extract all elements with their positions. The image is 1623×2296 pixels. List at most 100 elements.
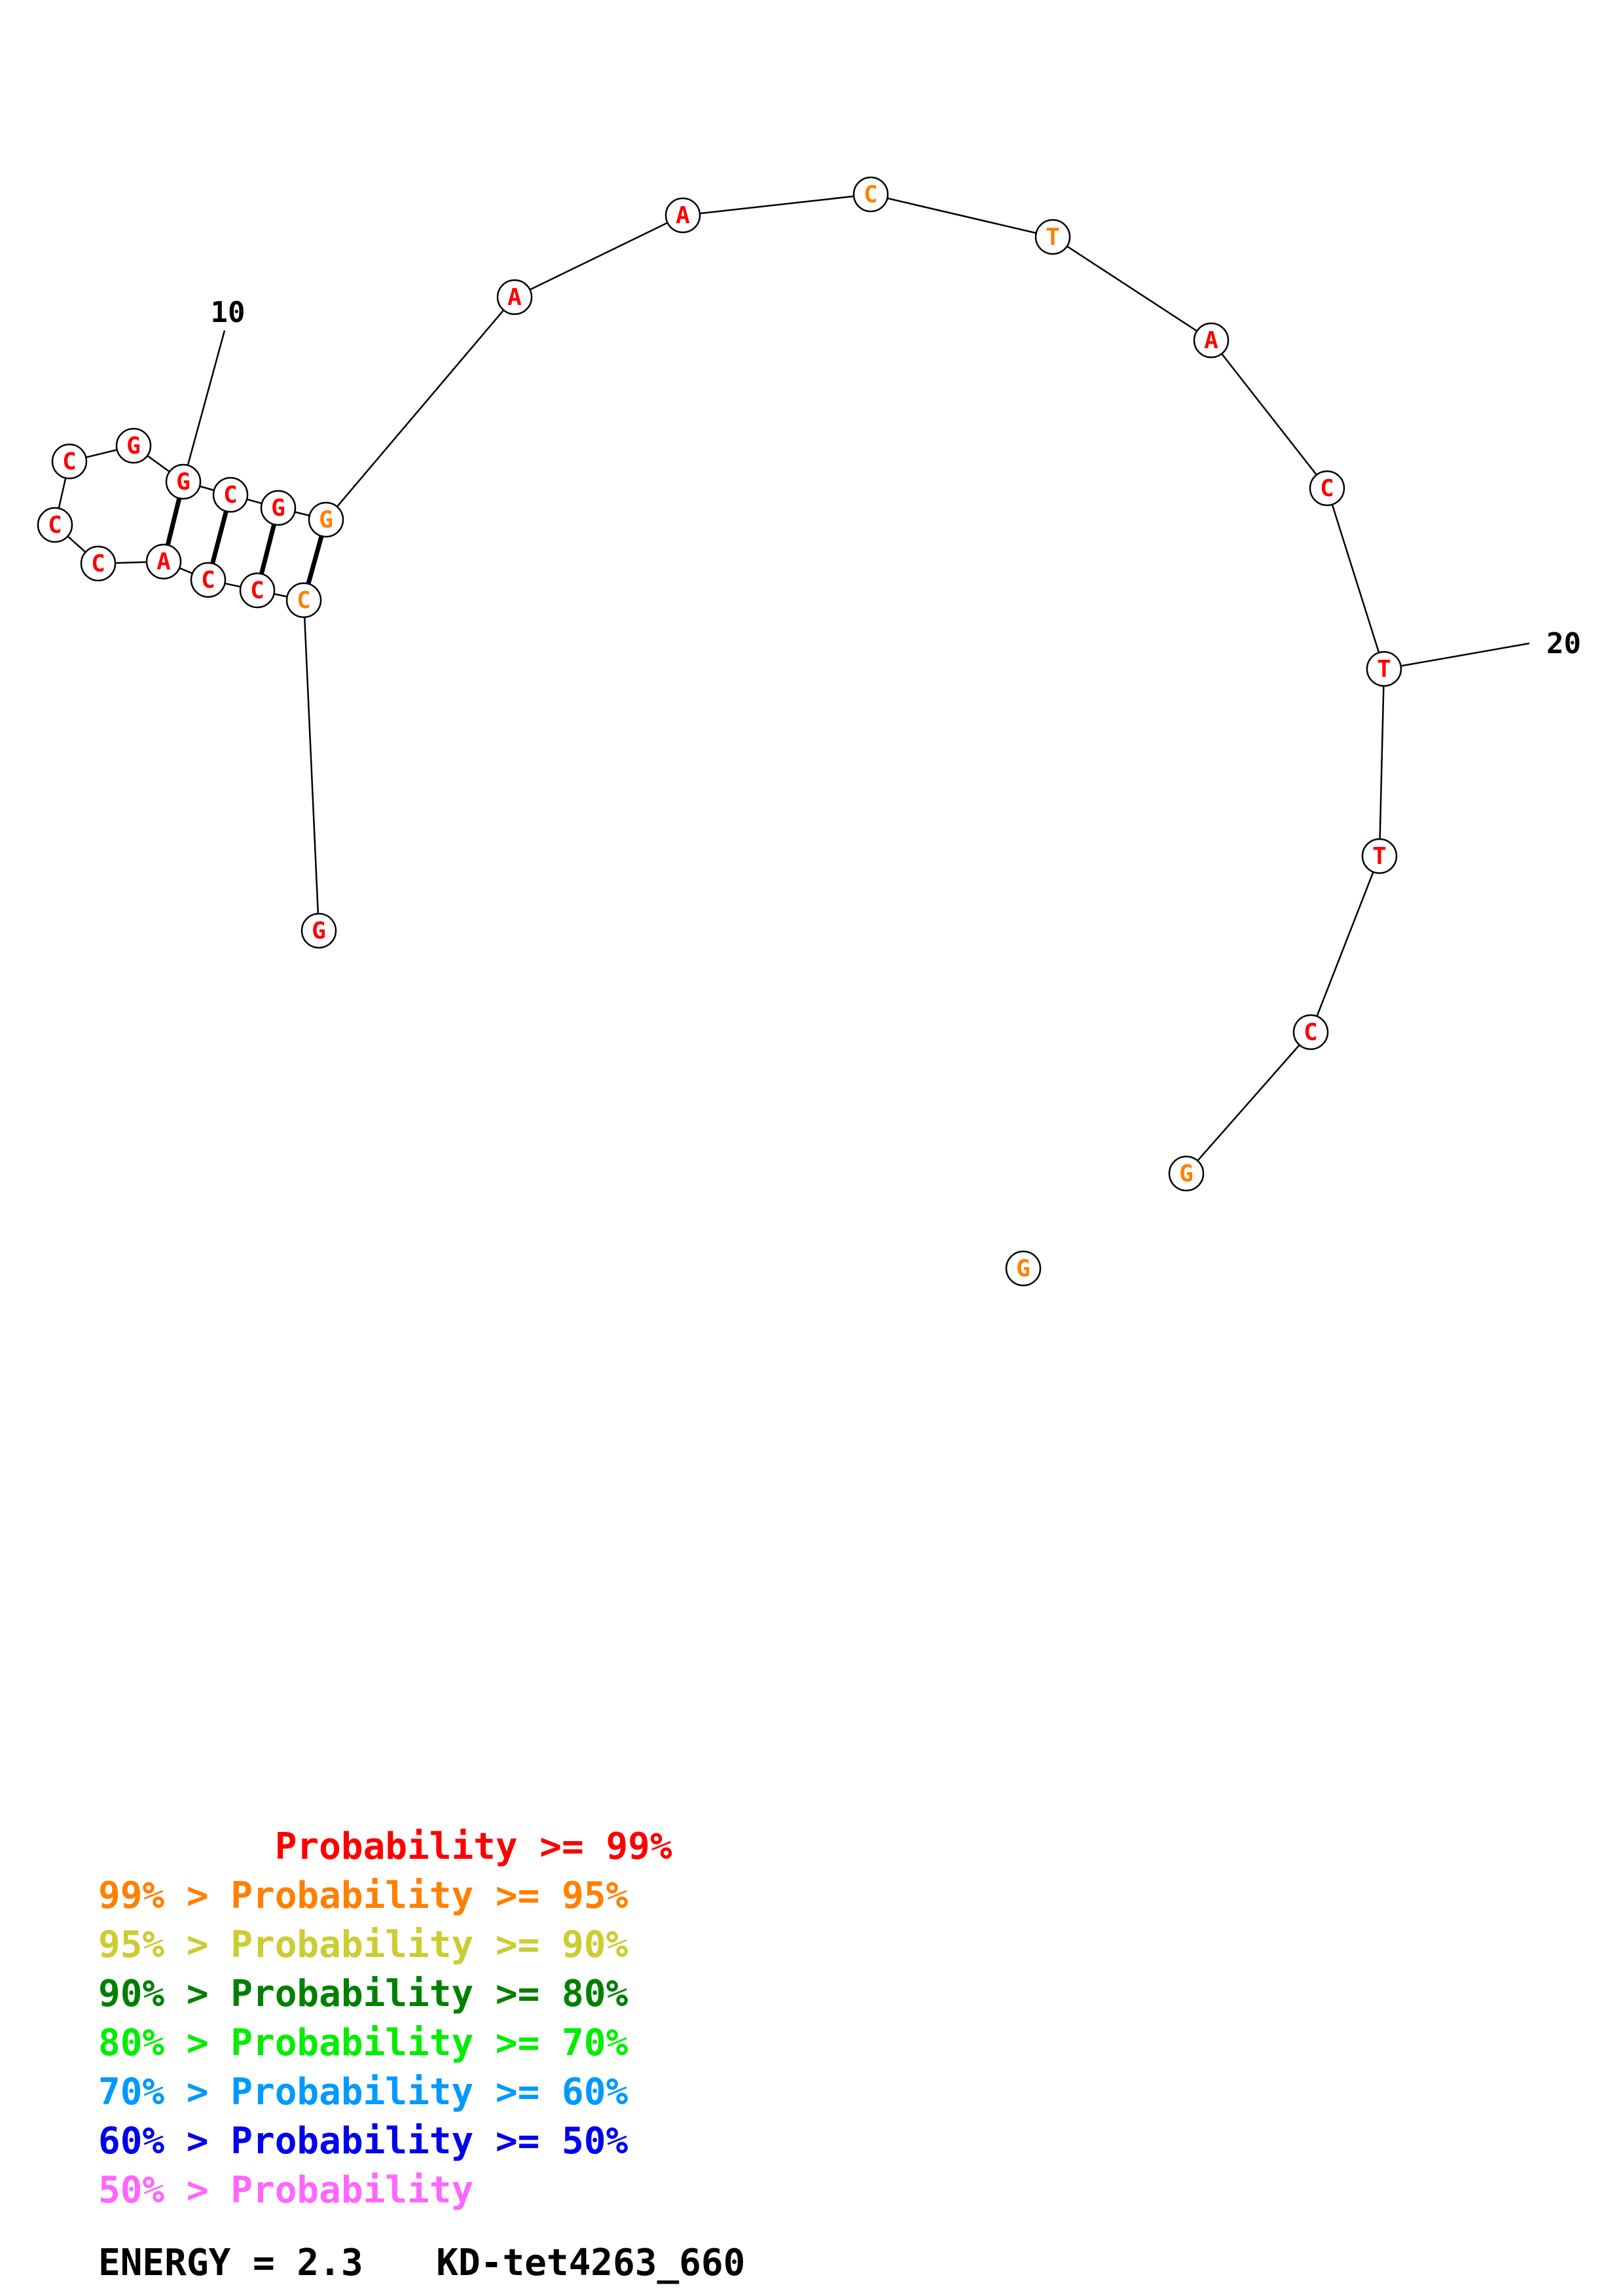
nucleotide-G: G <box>308 501 344 538</box>
legend-row: 90% > Probability >= 80% <box>98 1973 628 2015</box>
backbone-segment <box>302 600 320 931</box>
backbone-segment <box>870 193 1053 238</box>
nucleotide-circle <box>1309 470 1345 507</box>
nucleotide-letter: G <box>319 507 333 533</box>
backbone-segment <box>514 214 684 298</box>
base-pair-bonds <box>165 497 324 584</box>
nucleotide-G: G <box>301 912 337 949</box>
nucleotide-A: A <box>1193 322 1230 359</box>
nucleotide-A: A <box>496 279 533 315</box>
backbone-segment <box>1309 855 1381 1033</box>
position-label-line <box>182 330 226 482</box>
nucleotide-circle <box>1361 838 1398 874</box>
nucleotides: G C C C A C C C G G C G G A A C T A C T T C G G <box>37 176 1402 1287</box>
nucleotide-circle <box>1193 322 1230 359</box>
nucleotide-letter: A <box>1204 327 1218 354</box>
position-labels: 10 20 <box>211 296 1581 660</box>
base-pair-bond <box>306 535 324 584</box>
position-label: 10 <box>211 296 246 329</box>
nucleotide-circle <box>308 501 344 538</box>
nucleotide-circle <box>1168 1155 1205 1192</box>
nucleotide-circle <box>260 490 297 526</box>
backbone-segment <box>1326 488 1385 670</box>
nucleotide-letter: G <box>312 918 326 944</box>
nucleotide-letter: T <box>1377 656 1391 683</box>
legend-row: 95% > Probability >= 90% <box>98 1924 628 1966</box>
nucleotide-circle <box>165 463 202 500</box>
sequence-name: KD-tet4263_660 <box>436 2242 745 2284</box>
nucleotide-G: G <box>1168 1155 1205 1192</box>
nucleotide-circle <box>212 476 249 513</box>
nucleotide-C: C <box>190 562 227 598</box>
nucleotide-C: C <box>51 443 88 480</box>
nucleotide-letter: C <box>864 181 878 208</box>
nucleotide-circle <box>301 912 337 949</box>
nucleotide-letter: A <box>676 202 690 229</box>
base-pair-bond <box>259 524 276 575</box>
legend-row: 50% > Probability <box>98 2169 473 2212</box>
nucleotide-circle <box>51 443 88 480</box>
nucleotide-circle <box>115 427 152 464</box>
nucleotide-circle <box>145 543 182 580</box>
nucleotide-letter: C <box>91 550 105 577</box>
backbone-segment <box>1052 236 1212 342</box>
nucleotide-circle <box>665 197 701 234</box>
position-label-line <box>1383 642 1530 670</box>
legend-row: 99% > Probability >= 95% <box>98 1874 628 1917</box>
nucleotide-circle <box>37 507 73 543</box>
nucleotide-C: C <box>285 582 322 619</box>
base-pair-bond <box>210 511 228 564</box>
nucleotide-G: G <box>165 463 202 500</box>
nucleotide-letter: G <box>126 433 141 459</box>
nucleotide-T: T <box>1366 651 1402 687</box>
nucleotide-C: C <box>239 572 276 609</box>
nucleotide-circle <box>496 279 533 315</box>
nucleotide-letter: T <box>1372 843 1387 870</box>
nucleotide-G: G <box>1005 1250 1042 1287</box>
nucleotide-C: C <box>37 507 73 543</box>
nucleotide-letter: C <box>250 577 264 604</box>
nucleotide-C: C <box>852 176 889 213</box>
nucleotide-circle <box>190 562 227 598</box>
nucleotide-A: A <box>665 197 701 234</box>
energy-value: ENERGY = 2.3 <box>98 2242 363 2284</box>
nucleotide-letter: G <box>271 495 285 522</box>
nucleotide-letter: C <box>1304 1019 1318 1046</box>
backbone-segment <box>325 296 515 520</box>
nucleotide-C: C <box>1309 470 1345 507</box>
nucleotide-letter: C <box>223 482 238 509</box>
nucleotide-letter: C <box>48 512 62 539</box>
nucleotide-circle <box>239 572 276 609</box>
probability-legend: Probability >= 99% 99% > Probability >= 9… <box>98 1825 672 2212</box>
nucleotide-G: G <box>260 490 297 526</box>
legend-row: 80% > Probability >= 70% <box>98 2022 628 2064</box>
backbone <box>54 193 1385 1174</box>
nucleotide-letter: T <box>1046 224 1060 251</box>
legend-row: 70% > Probability >= 60% <box>98 2071 628 2113</box>
backbone-segment <box>682 193 871 217</box>
nucleotide-letter: G <box>1016 1255 1030 1282</box>
nucleotide-letter: G <box>176 469 191 495</box>
position-label-lines <box>182 330 1530 670</box>
nucleotide-letter: C <box>62 448 77 475</box>
nucleotide-A: A <box>145 543 182 580</box>
backbone-segment <box>1378 668 1385 857</box>
nucleotide-circle <box>1005 1250 1042 1287</box>
legend-row: 60% > Probability >= 50% <box>98 2120 628 2162</box>
backbone-segment <box>1211 340 1328 489</box>
nucleotide-letter: A <box>507 284 522 311</box>
nucleotide-letter: C <box>201 567 215 594</box>
position-label: 20 <box>1546 627 1581 660</box>
nucleotide-circle <box>80 545 117 582</box>
nucleotide-letter: A <box>156 548 171 575</box>
nucleotide-circle <box>1292 1014 1329 1050</box>
nucleotide-circle <box>285 582 322 619</box>
legend-row: Probability >= 99% <box>98 1825 672 1868</box>
nucleotide-T: T <box>1361 838 1398 874</box>
nucleotide-circle <box>1366 651 1402 687</box>
nucleotide-C: C <box>80 545 117 582</box>
backbone-segment <box>1186 1031 1311 1174</box>
nucleotide-C: C <box>212 476 249 513</box>
nucleotide-circle <box>1034 219 1071 255</box>
